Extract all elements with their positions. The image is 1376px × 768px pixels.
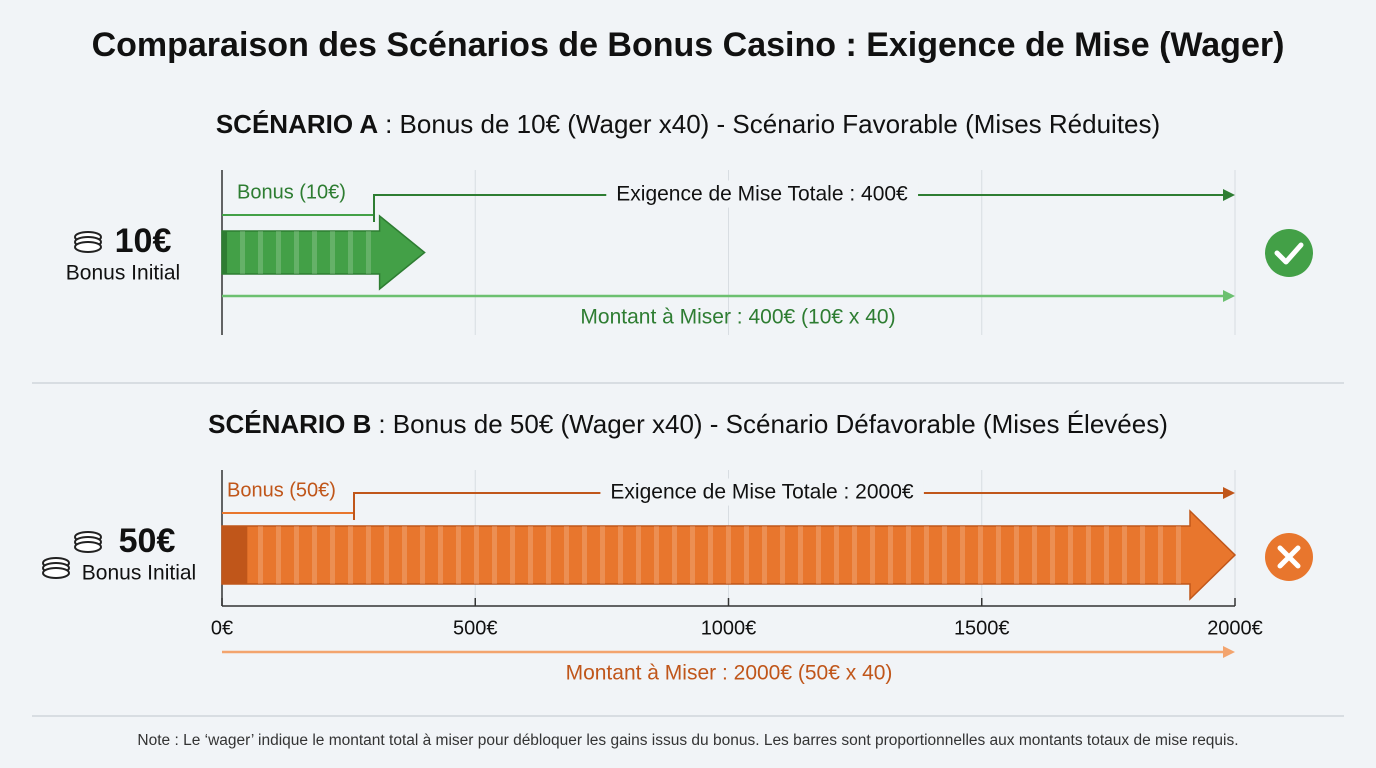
cross-mark — [1277, 545, 1301, 569]
wager-label: Exigence de Mise Totale : 2000€ — [610, 481, 913, 504]
arrow-head — [1223, 189, 1235, 201]
arrow-head — [1223, 290, 1235, 302]
bonus-label: Bonus (10€) — [237, 181, 346, 203]
label-background — [600, 478, 924, 506]
scenario-panel: SCÉNARIO B: Bonus de 50€ (Wager x40) - S… — [42, 409, 1237, 685]
check-icon — [1265, 229, 1313, 277]
bonus-label: Bonus (50€) — [227, 479, 336, 501]
amount-label: 50€ — [119, 522, 176, 560]
x-tick-label: 0€ — [211, 617, 233, 639]
bonus-segment — [222, 526, 248, 584]
panels: SCÉNARIO A: Bonus de 10€ (Wager x40) - S… — [42, 109, 1237, 685]
coin-icon — [74, 241, 102, 253]
check-mark — [1274, 242, 1304, 265]
scenario-panel: SCÉNARIO A: Bonus de 10€ (Wager x40) - S… — [66, 109, 1235, 329]
amount-label: 10€ — [115, 222, 172, 260]
label-background — [606, 180, 919, 208]
bar-stripes — [222, 526, 1190, 584]
stake-label: Montant à Miser : 2000€ (50€ x 40) — [566, 662, 893, 685]
wager-label: Exigence de Mise Totale : 400€ — [616, 183, 908, 206]
bar-stripes — [222, 231, 380, 274]
bonus-bracket — [222, 214, 375, 222]
scenario-heading: SCÉNARIO B: Bonus de 50€ (Wager x40) - S… — [208, 409, 1168, 439]
x-tick-label: 2000€ — [1207, 617, 1263, 639]
arrow-head — [1223, 646, 1235, 658]
heading-rest: : Bonus de 50€ (Wager x40) - Scénario Dé… — [378, 409, 1168, 439]
amount-caption: Bonus Initial — [82, 562, 196, 585]
x-tick-label: 1500€ — [954, 617, 1010, 639]
coin-icon — [74, 541, 102, 553]
wager-arrow — [373, 194, 1225, 222]
x-tick-label: 1000€ — [701, 617, 757, 639]
stake-label: Montant à Miser : 400€ (10€ x 40) — [580, 306, 895, 329]
heading-bold: SCÉNARIO B — [208, 409, 371, 439]
heading-bold: SCÉNARIO A — [216, 109, 378, 139]
scenario-heading: SCÉNARIO A: Bonus de 10€ (Wager x40) - S… — [216, 109, 1160, 139]
wager-arrow — [353, 492, 1225, 520]
arrow-head — [1223, 487, 1235, 499]
bonus-segment — [222, 231, 228, 274]
coin-icon — [42, 567, 70, 579]
x-tick-label: 500€ — [453, 617, 498, 639]
amount-caption: Bonus Initial — [66, 262, 180, 285]
bonus-bracket — [222, 512, 355, 520]
note: Note : Le ‘wager’ indique le montant tot… — [137, 732, 1238, 749]
heading-rest: : Bonus de 10€ (Wager x40) - Scénario Fa… — [385, 109, 1160, 139]
title: Comparaison des Scénarios de Bonus Casin… — [92, 26, 1285, 64]
